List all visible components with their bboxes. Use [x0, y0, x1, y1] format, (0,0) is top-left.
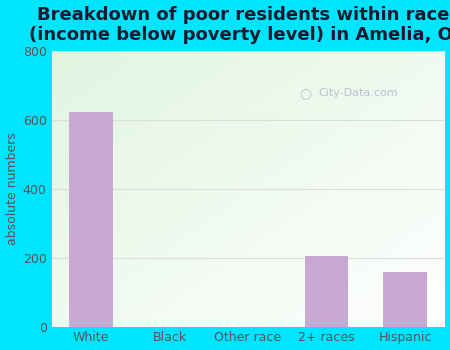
Title: Breakdown of poor residents within races
(income below poverty level) in Amelia,: Breakdown of poor residents within races…	[29, 6, 450, 44]
Text: ○: ○	[299, 86, 311, 100]
Bar	[305, 256, 348, 327]
Bar	[69, 112, 112, 327]
Bar	[383, 272, 427, 327]
Y-axis label: absolute numbers: absolute numbers	[5, 133, 18, 245]
Text: City-Data.com: City-Data.com	[319, 88, 398, 98]
